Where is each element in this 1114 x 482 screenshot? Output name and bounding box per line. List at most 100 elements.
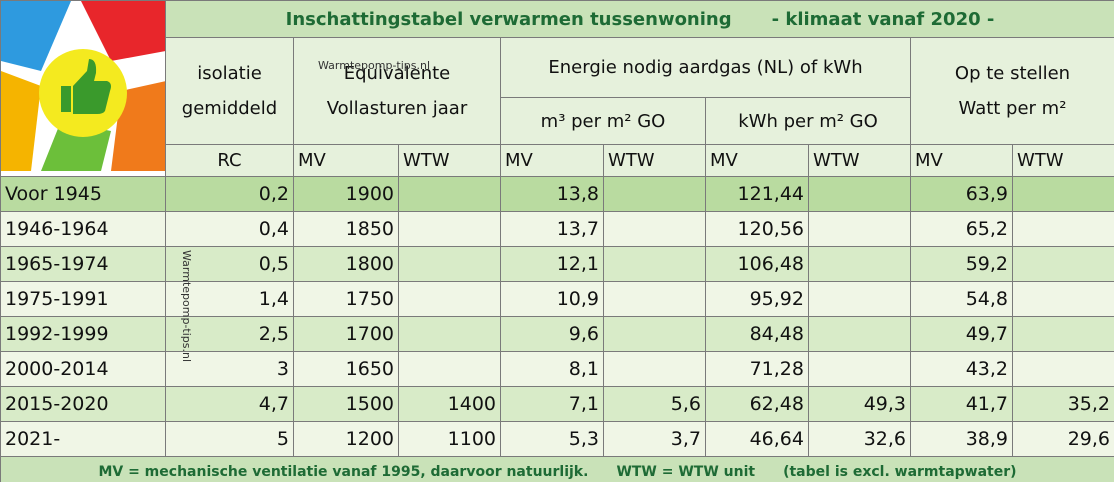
- cell: [1012, 211, 1114, 247]
- cell: [603, 351, 706, 387]
- column-header: MV: [910, 144, 1013, 177]
- header: Op te stellen: [954, 63, 1071, 84]
- column-header: MV: [293, 144, 399, 177]
- header: Equivalente: [343, 63, 451, 84]
- cell: 1100: [398, 421, 501, 457]
- cell: 29,6: [1012, 421, 1114, 457]
- subtitle: - klimaat vanaf 2020 -: [771, 8, 995, 30]
- row: 1965-1974 0,5 1800 12,1 106,48 59,2: [0, 246, 1114, 282]
- cell: 1,4: [165, 281, 294, 317]
- row-label: Voor 1945: [0, 176, 166, 212]
- header-cell: kWh per m² GO: [705, 97, 911, 145]
- cell: 1200: [293, 421, 399, 457]
- cell: [398, 176, 501, 212]
- cell: 35,2: [1012, 386, 1114, 422]
- header-cell: Op te stellen Watt per m²: [910, 37, 1114, 145]
- cell: [1012, 246, 1114, 282]
- cell: 1850: [293, 211, 399, 247]
- row-label: 2021-: [0, 421, 166, 457]
- row-label: 1975-1991: [0, 281, 166, 317]
- footer-text: MV = mechanische ventilatie vanaf 1995, …: [98, 463, 589, 480]
- cell: 120,56: [705, 211, 809, 247]
- cell: 3,7: [603, 421, 706, 457]
- cell: 71,28: [705, 351, 809, 387]
- cell: [398, 281, 501, 317]
- cell: 0,4: [165, 211, 294, 247]
- column-header: MV: [705, 144, 809, 177]
- cell: [603, 281, 706, 317]
- cell: 63,9: [910, 176, 1013, 212]
- cell: 13,8: [500, 176, 604, 212]
- cell: [808, 176, 911, 212]
- cell: 1650: [293, 351, 399, 387]
- row: 1946-1964 0,4 1850 13,7 120,56 65,2: [0, 211, 1114, 247]
- cell: [1012, 176, 1114, 212]
- cell: 1400: [398, 386, 501, 422]
- cell: [1012, 316, 1114, 352]
- header-cell: Energie nodig aardgas (NL) of kWh: [500, 37, 911, 98]
- column-header: WTW: [398, 144, 501, 177]
- cell: 49,7: [910, 316, 1013, 352]
- cell: [808, 316, 911, 352]
- cell: [1012, 281, 1114, 317]
- row-label: 1965-1974: [0, 246, 166, 282]
- cell: [398, 316, 501, 352]
- cell: 5,3: [500, 421, 604, 457]
- cell: 41,7: [910, 386, 1013, 422]
- row-label: 1946-1964: [0, 211, 166, 247]
- cell: 12,1: [500, 246, 604, 282]
- footer: MV = mechanische ventilatie vanaf 1995, …: [0, 456, 1114, 482]
- cell: 5,6: [603, 386, 706, 422]
- column-header: WTW: [1012, 144, 1114, 177]
- cell: [398, 211, 501, 247]
- cell: 38,9: [910, 421, 1013, 457]
- cell: [603, 316, 706, 352]
- logo: [1, 1, 165, 171]
- row: 2000-2014 3 1650 8,1 71,28 43,2: [0, 351, 1114, 387]
- cell: [398, 351, 501, 387]
- cell: [808, 351, 911, 387]
- header-cell: m³ per m² GO: [500, 97, 706, 145]
- cell: 7,1: [500, 386, 604, 422]
- header: Energie nodig aardgas (NL) of kWh: [548, 57, 863, 78]
- logo-cell: [0, 0, 166, 177]
- header: Watt per m²: [958, 98, 1067, 119]
- cell: 0,2: [165, 176, 294, 212]
- cell: [603, 211, 706, 247]
- cell: 9,6: [500, 316, 604, 352]
- row: 1992-1999 2,5 1700 9,6 84,48 49,7: [0, 316, 1114, 352]
- cell: 49,3: [808, 386, 911, 422]
- header: Vollasturen jaar: [326, 98, 468, 119]
- cell: 106,48: [705, 246, 809, 282]
- row-label: 2000-2014: [0, 351, 166, 387]
- cell: [398, 246, 501, 282]
- cell: 8,1: [500, 351, 604, 387]
- footer-row: MV = mechanische ventilatie vanaf 1995, …: [0, 456, 1114, 482]
- title-cell: Inschattingstabel verwarmen tussenwoning…: [165, 0, 1114, 38]
- cell: 5: [165, 421, 294, 457]
- header-cell: isolatie gemiddeld: [165, 37, 294, 145]
- row: Voor 1945 0,2 1900 13,8 121,44 63,9: [0, 176, 1114, 212]
- column-header: WTW: [603, 144, 706, 177]
- cell: 54,8: [910, 281, 1013, 317]
- cell: 43,2: [910, 351, 1013, 387]
- watermark: Warmtepomp-tips.nl: [180, 250, 193, 363]
- row-label: 1992-1999: [0, 316, 166, 352]
- row: 1975-1991 1,4 1750 10,9 95,92 54,8: [0, 281, 1114, 317]
- cell: 1800: [293, 246, 399, 282]
- header: isolatie: [197, 63, 262, 84]
- cell: 1700: [293, 316, 399, 352]
- cell: 2,5: [165, 316, 294, 352]
- cell: 4,7: [165, 386, 294, 422]
- footer-text: WTW = WTW unit: [616, 463, 756, 480]
- cell: 32,6: [808, 421, 911, 457]
- row: 2021- 5 1200 1100 5,3 3,7 46,64 32,6 38,9 29,6: [0, 421, 1114, 457]
- row-label: 2015-2020: [0, 386, 166, 422]
- cell: [1012, 351, 1114, 387]
- title: Inschattingstabel verwarmen tussenwoning: [285, 8, 732, 30]
- cell: 84,48: [705, 316, 809, 352]
- cell: 62,48: [705, 386, 809, 422]
- header-cell: Equivalente Vollasturen jaar: [293, 37, 501, 145]
